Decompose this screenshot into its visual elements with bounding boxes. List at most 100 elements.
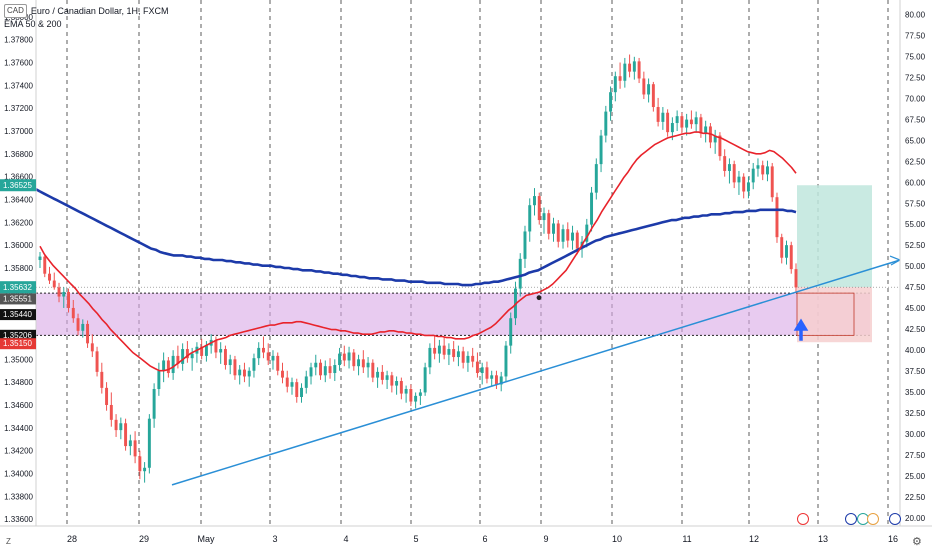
- eu-flag-icon[interactable]: [889, 513, 901, 525]
- left-tick-label: 1.37600: [4, 59, 33, 68]
- candle-body: [533, 196, 536, 206]
- grid-lines: [36, 0, 900, 526]
- time-axis[interactable]: 28 29 May 3 4 5 6 9 10 11 12 13 16: [0, 525, 932, 544]
- candle-body: [590, 192, 594, 225]
- candle-body: [395, 381, 399, 386]
- candle-body: [300, 387, 303, 397]
- candle-body: [285, 377, 289, 387]
- left-tick-label: 1.35800: [4, 264, 33, 273]
- candle-body: [609, 92, 613, 112]
- candle-body: [409, 389, 413, 402]
- stop-price-label-bg: [0, 338, 36, 350]
- candle-body: [361, 359, 365, 368]
- candle-body: [604, 111, 608, 136]
- time-tick-label: May: [197, 534, 215, 544]
- candle-body: [347, 352, 351, 361]
- candle-body: [257, 347, 261, 359]
- candle-body: [124, 423, 128, 447]
- ema-200-line: [35, 188, 41, 193]
- candle-body: [466, 355, 470, 363]
- zone-top-price-label-bg: [0, 309, 36, 321]
- candle-body: [171, 355, 175, 374]
- candle-body: [290, 382, 294, 387]
- candle-body: [90, 343, 94, 352]
- candle-body: [528, 205, 532, 232]
- symbol-box[interactable]: CAD: [4, 4, 27, 18]
- candle-body: [390, 375, 394, 386]
- candle-body: [675, 116, 679, 124]
- candle-body: [651, 84, 655, 108]
- right-tick-label: 70.00: [905, 94, 926, 103]
- left-price-axis[interactable]: 1.33600 1.33800 1.34000 1.34200 1.34400 1.346…: [0, 0, 37, 526]
- candle-body: [157, 370, 161, 390]
- candle-body: [52, 280, 56, 288]
- candle-body: [509, 318, 513, 346]
- candle-body: [475, 361, 479, 374]
- right-tick-label: 45.00: [905, 304, 926, 313]
- candle-body: [556, 223, 560, 242]
- candle-body: [447, 349, 451, 355]
- ema-50-line: [39, 131, 797, 372]
- candle-body: [656, 107, 660, 122]
- right-tick-label: 22.50: [905, 493, 926, 502]
- right-tick-label: 65.00: [905, 136, 926, 145]
- event-icon[interactable]: [867, 513, 879, 525]
- zone-top-price-label: 1.35440: [3, 310, 32, 319]
- candle-body: [575, 232, 579, 249]
- demand-zone: [36, 293, 870, 336]
- left-tick-label: 1.37800: [4, 36, 33, 45]
- candle-body: [765, 166, 769, 175]
- left-tick-label: 1.36200: [4, 218, 33, 227]
- right-tick-label: 50.00: [905, 262, 926, 271]
- candle-body: [376, 371, 380, 378]
- right-indicator-axis[interactable]: 20.00 22.50 25.00 27.50 30.00 32.50 35.00 37.50…: [899, 0, 932, 526]
- timezone-icon[interactable]: Z: [6, 537, 11, 546]
- candle-body: [623, 63, 627, 81]
- candle-body: [494, 375, 498, 385]
- candle-body: [699, 117, 703, 134]
- candle-body: [461, 351, 465, 363]
- candlestick-series: [38, 54, 798, 483]
- candle-body: [437, 345, 441, 354]
- canada-flag-icon[interactable]: [797, 513, 809, 525]
- candle-body: [794, 269, 798, 288]
- candle-body: [214, 339, 218, 353]
- eu-flag-icon[interactable]: [845, 513, 857, 525]
- right-tick-label: 40.00: [905, 346, 926, 355]
- candle-body: [166, 360, 170, 374]
- indicator-label[interactable]: EMA 50 & 200: [4, 19, 62, 29]
- left-tick-label: 1.34800: [4, 378, 33, 387]
- right-tick-label: 77.50: [905, 31, 926, 40]
- time-tick-label: 16: [888, 534, 898, 544]
- candle-body: [751, 168, 755, 183]
- candle-body: [261, 347, 265, 353]
- time-tick-label: 6: [482, 534, 487, 544]
- left-tick-label: 1.35000: [4, 355, 33, 364]
- time-tick-label: 5: [413, 534, 418, 544]
- candle-body: [523, 231, 527, 259]
- candle-body: [181, 349, 185, 364]
- time-tick-label: 12: [749, 534, 759, 544]
- time-tick-label: 4: [343, 534, 348, 544]
- candle-body: [185, 349, 189, 359]
- candle-body: [366, 362, 370, 368]
- candle-body: [428, 347, 432, 368]
- left-tick-label: 1.37000: [4, 127, 33, 136]
- current-price-label-bg: [0, 281, 36, 294]
- left-tick-label: 1.37200: [4, 104, 33, 113]
- gear-icon[interactable]: ⚙: [912, 536, 922, 548]
- left-axis-background: [0, 0, 36, 526]
- candle-body: [442, 345, 446, 355]
- left-tick-label: 1.36800: [4, 150, 33, 159]
- time-tick-label: 9: [543, 534, 548, 544]
- candle-body: [761, 165, 765, 175]
- candle-body: [95, 351, 99, 372]
- candle-body: [485, 367, 489, 379]
- left-tick-label: 1.34600: [4, 401, 33, 410]
- right-tick-label: 37.50: [905, 367, 926, 376]
- candle-body: [128, 440, 132, 447]
- candle-body: [537, 196, 541, 221]
- candle-body: [785, 245, 788, 258]
- chart-title: Euro / Canadian Dollar, 1H, FXCM: [30, 6, 169, 16]
